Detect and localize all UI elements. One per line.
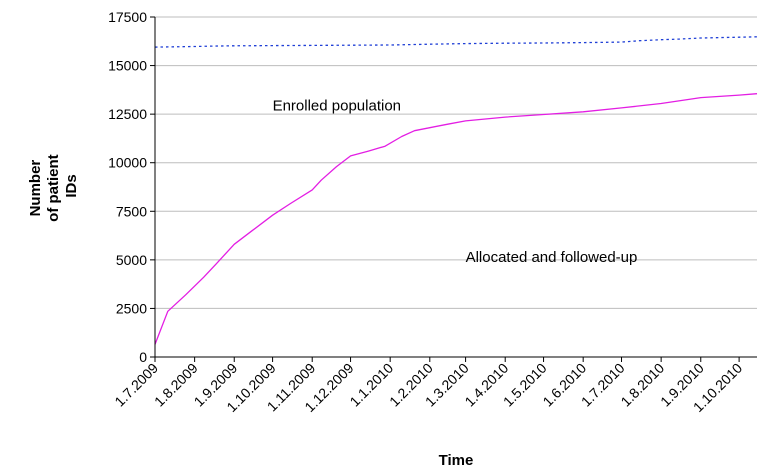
tick-labels: 0250050007500100001250015000175001.7.200… (108, 9, 745, 415)
allocated-followed-up-line (154, 93, 758, 345)
series-lines (154, 36, 758, 345)
y-tick-label: 12500 (108, 106, 147, 122)
y-tick-label: 10000 (108, 155, 147, 171)
allocated-followed-up-label: Allocated and followed-up (466, 249, 638, 266)
gridlines (155, 16, 757, 309)
annotations: Enrolled population Allocated and followe… (273, 97, 638, 266)
enrolled-population-line (154, 36, 758, 48)
y-axis-title-line-3: IDs (63, 174, 80, 197)
y-axis-title-line-2: of patient (45, 154, 62, 222)
y-axis-title-line-1: Number (27, 160, 44, 217)
y-tick-label: 15000 (108, 58, 147, 74)
y-tick-label: 2500 (116, 300, 147, 316)
y-tick-label: 0 (139, 349, 147, 365)
y-tick-label: 5000 (116, 252, 147, 268)
x-axis-title: Time (439, 452, 474, 469)
y-tick-label: 7500 (116, 203, 147, 219)
enrolled-population-label: Enrolled population (273, 97, 401, 114)
y-axis-title: Number of patient IDs (27, 150, 80, 222)
axes (150, 16, 757, 362)
y-tick-label: 17500 (108, 9, 147, 25)
